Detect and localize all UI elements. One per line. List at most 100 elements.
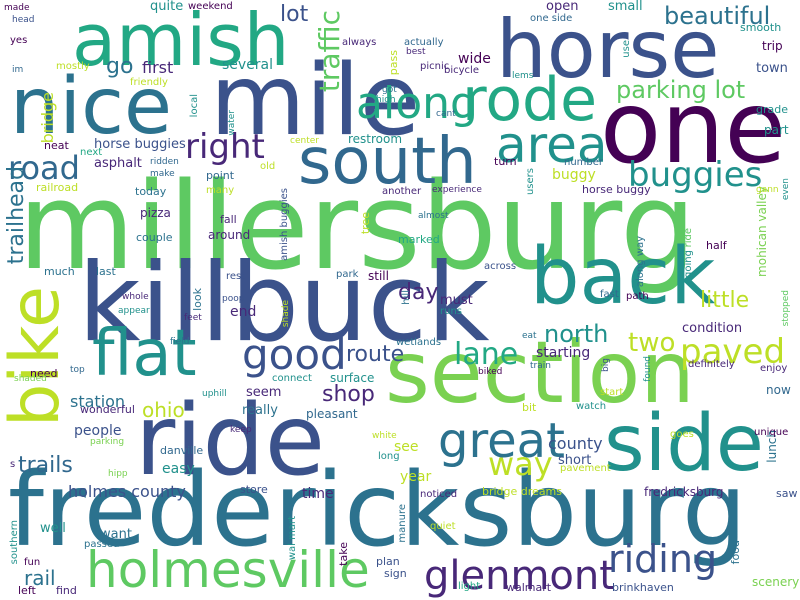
word-surface: surface [330, 371, 375, 385]
word-couple: couple [136, 231, 173, 244]
word-pass: pass [387, 50, 400, 76]
word-short: short [558, 453, 592, 468]
word-plan: plan [376, 555, 400, 568]
word-almost: almost [418, 211, 449, 221]
word-around: around [208, 228, 251, 242]
word-goes: goes [670, 429, 694, 440]
word-station: station [70, 392, 126, 411]
word-hipp: hipp [108, 469, 128, 479]
word-holmes-county: holmes county [68, 482, 186, 501]
word-one-side: one side [530, 13, 573, 24]
word-appear: appear [118, 306, 150, 316]
word-big: big [601, 358, 611, 372]
word-rail: rail [24, 566, 56, 590]
word-side: side [604, 399, 764, 489]
word-uphill: uphill [202, 389, 227, 399]
word-ohio: ohio [142, 398, 185, 422]
word-road: road [8, 149, 80, 187]
word-make: make [150, 169, 175, 179]
word-made: made [4, 3, 30, 13]
word-beautiful: beautiful [664, 2, 771, 30]
word-take: take [337, 542, 350, 566]
word-im: im [12, 65, 24, 75]
word-fall: fall [220, 213, 237, 226]
word-several: several [222, 57, 274, 73]
word-use: use [621, 40, 632, 58]
word-wal-mart: wal mart [287, 516, 298, 561]
word-weekend: weekend [188, 1, 233, 12]
word-want: want [100, 527, 132, 542]
word-mile: mile [210, 44, 421, 158]
word-biked: biked [478, 367, 503, 377]
word-county: county [548, 434, 603, 453]
word-back: back [530, 232, 716, 322]
word-white: white [372, 431, 397, 441]
word-still: still [368, 269, 389, 283]
word-find: find [56, 584, 77, 597]
word-bridge: bridge [38, 92, 57, 144]
word-lems: lems [512, 71, 534, 81]
word-found: found [643, 356, 653, 382]
word-actually: actually [404, 37, 444, 48]
word-quite: quite [150, 0, 184, 14]
word-end: end [230, 304, 257, 320]
word-saw: saw [776, 487, 798, 500]
word-light: light [458, 581, 481, 592]
word-amish-buggies: amish buggies [279, 188, 290, 261]
word-got: got [382, 85, 397, 95]
word-fredricksburg: fredricksburg [644, 485, 724, 499]
word-passed: passed [84, 539, 120, 550]
word-many: many [206, 185, 235, 196]
word-smooth: smooth [740, 21, 782, 34]
word-hill: hill [401, 290, 412, 305]
word-small: small [608, 0, 643, 14]
word-starting: starting [536, 345, 591, 361]
word-look: look [191, 288, 204, 311]
word-definitely: definitely [688, 359, 735, 370]
word-start: start [600, 387, 624, 398]
word-people: people [74, 423, 122, 439]
word-marked: marked [398, 233, 440, 246]
word-seem: seem [246, 385, 282, 400]
word-parking: parking [90, 437, 125, 447]
word-bike: bike [0, 286, 75, 427]
word-left: left [18, 584, 36, 597]
word-pizza: pizza [140, 206, 171, 220]
word-must: must [440, 293, 473, 308]
word-high: high [376, 95, 396, 105]
word-time: time [302, 486, 334, 502]
word-ride: ride [135, 384, 326, 498]
word-whole: whole [122, 292, 149, 302]
word-across: across [484, 261, 517, 272]
word-gann: gann [756, 185, 779, 195]
word-old: old [260, 161, 276, 172]
word-lot: lot [280, 2, 309, 27]
word-picnic: picnic [420, 61, 450, 72]
word-ridden: ridden [150, 157, 179, 167]
word-railroad: railroad [36, 181, 79, 194]
word-way: way [488, 445, 553, 483]
word-rode: rode [462, 65, 598, 135]
word-best: best [406, 47, 426, 57]
word-asphalt: asphalt [94, 156, 142, 171]
word-manure: manure [397, 504, 408, 543]
word-local: local [189, 94, 200, 118]
word-feet: feet [184, 313, 202, 323]
word-easy: easy [162, 461, 195, 477]
word-even: even [781, 178, 791, 201]
word-killbuck: killbuck [78, 241, 490, 366]
word-walmart: walmart [506, 581, 552, 594]
word-glenmont: glenmont [424, 553, 615, 599]
word-right: right [185, 127, 265, 167]
word-water: water [227, 110, 237, 136]
word-wide: wide [458, 51, 491, 67]
word-section: section [385, 323, 695, 423]
word-really: really [242, 403, 278, 418]
word-sign: sign [384, 567, 407, 580]
word-go: go [106, 54, 134, 79]
word-park: park [336, 269, 359, 280]
word-along: along [356, 78, 478, 129]
word-neat: neat [44, 139, 69, 152]
word-riding: riding [608, 537, 718, 581]
word-good: good [242, 330, 347, 379]
